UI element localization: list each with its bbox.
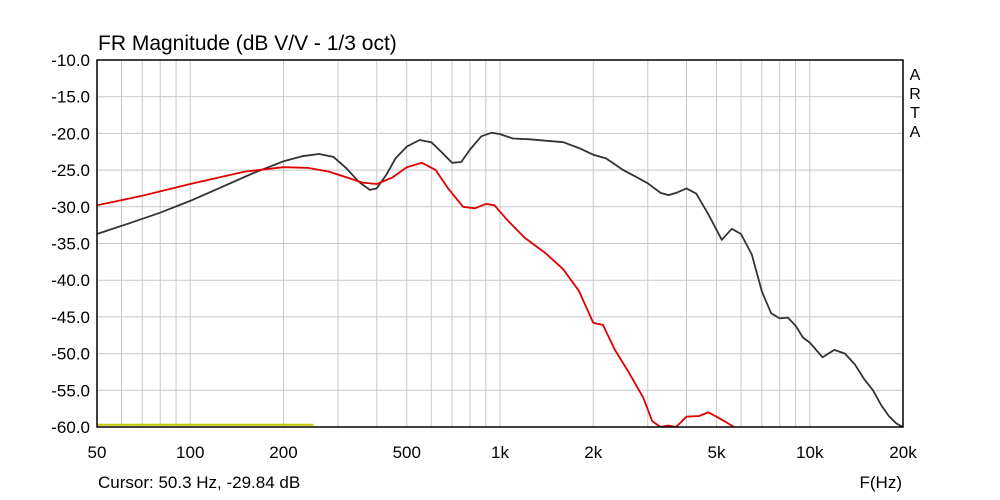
plot-frame xyxy=(96,59,904,428)
series-line-2 xyxy=(97,161,735,427)
x-tick-label: 2k xyxy=(584,443,602,462)
y-tick-label: -25.0 xyxy=(51,161,90,180)
y-tick-label: -30.0 xyxy=(51,198,90,217)
y-tick-label: -10.0 xyxy=(51,51,90,70)
y-tick-label: -50.0 xyxy=(51,345,90,364)
y-tick-label: -35.0 xyxy=(51,235,90,254)
y-tick-label: -40.0 xyxy=(51,271,90,290)
brand-letter: T xyxy=(910,105,920,122)
x-tick-label: 5k xyxy=(708,443,726,462)
x-tick-label: 20k xyxy=(889,443,917,462)
y-tick-label: -15.0 xyxy=(51,88,90,107)
y-tick-label: -45.0 xyxy=(51,308,90,327)
y-tick-label: -60.0 xyxy=(51,418,90,437)
grid-lines xyxy=(96,59,904,428)
x-tick-label: 1k xyxy=(491,443,509,462)
brand-letter: A xyxy=(910,67,921,84)
x-axis-tick-labels: 50 100 200 500 1k 2k 5k 10k 20k xyxy=(88,443,918,462)
series-line-1 xyxy=(97,131,903,427)
x-tick-label: 100 xyxy=(176,443,204,462)
cursor-readout: Cursor: 50.3 Hz, -29.84 dB xyxy=(98,473,300,492)
x-tick-label: 10k xyxy=(796,443,824,462)
x-tick-label: 50 xyxy=(88,443,107,462)
x-tick-label: 500 xyxy=(393,443,421,462)
brand-letter: A xyxy=(910,124,921,141)
x-tick-label: 200 xyxy=(269,443,297,462)
y-tick-label: -55.0 xyxy=(51,381,90,400)
y-axis-tick-labels: -10.0 -15.0 -20.0 -25.0 -30.0 -35.0 -40.0 -45.0… xyxy=(51,51,90,437)
chart-title: FR Magnitude (dB V/V - 1/3 oct) xyxy=(98,32,397,55)
x-axis-label: F(Hz) xyxy=(860,473,902,492)
brand-letter: R xyxy=(909,86,921,103)
y-tick-label: -20.0 xyxy=(51,124,90,143)
